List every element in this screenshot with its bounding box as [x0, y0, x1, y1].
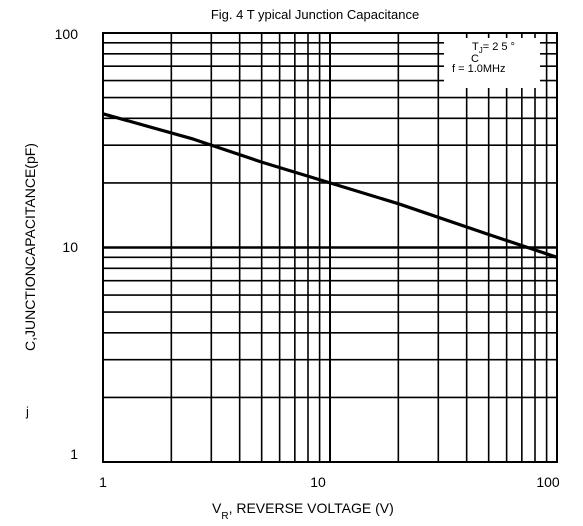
x-axis-label-prefix: V: [212, 500, 222, 516]
grid: [103, 33, 557, 462]
x-tick-label: 100: [536, 474, 560, 490]
legend-temp-value: = 2 5 °: [482, 41, 515, 53]
x-axis-label: VR, REVERSE VOLTAGE (V): [212, 500, 394, 522]
y-axis-label-subscript: j: [26, 404, 29, 419]
chart-title: Fig. 4 T ypical Junction Capacitance: [210, 7, 420, 22]
legend-temp-subscript: J: [478, 46, 483, 55]
x-axis-label-subscript: R: [221, 511, 229, 522]
capacitance-curve: [102, 112, 558, 259]
y-tick-label: 1: [70, 446, 78, 462]
x-tick-label: 10: [310, 474, 326, 490]
legend-frequency: f = 1.0MHz: [452, 63, 506, 75]
series-group: [102, 112, 558, 259]
x-axis-label-rest: , REVERSE VOLTAGE (V): [228, 500, 394, 516]
y-tick-label: 10: [62, 239, 78, 255]
legend-box: TJ= 2 5 ° C f = 1.0MHz: [444, 38, 540, 88]
y-tick-label: 100: [54, 26, 78, 42]
x-tick-label: 1: [99, 474, 107, 490]
legend-capacitance-symbol: C: [471, 53, 479, 65]
y-axis-label: C,JUNCTIONCAPACITANCE(pF): [22, 143, 38, 351]
legend-temperature: TJ= 2 5 °: [472, 41, 515, 55]
plot-frame: [102, 32, 558, 463]
legend-temp-prefix: T: [472, 41, 479, 53]
